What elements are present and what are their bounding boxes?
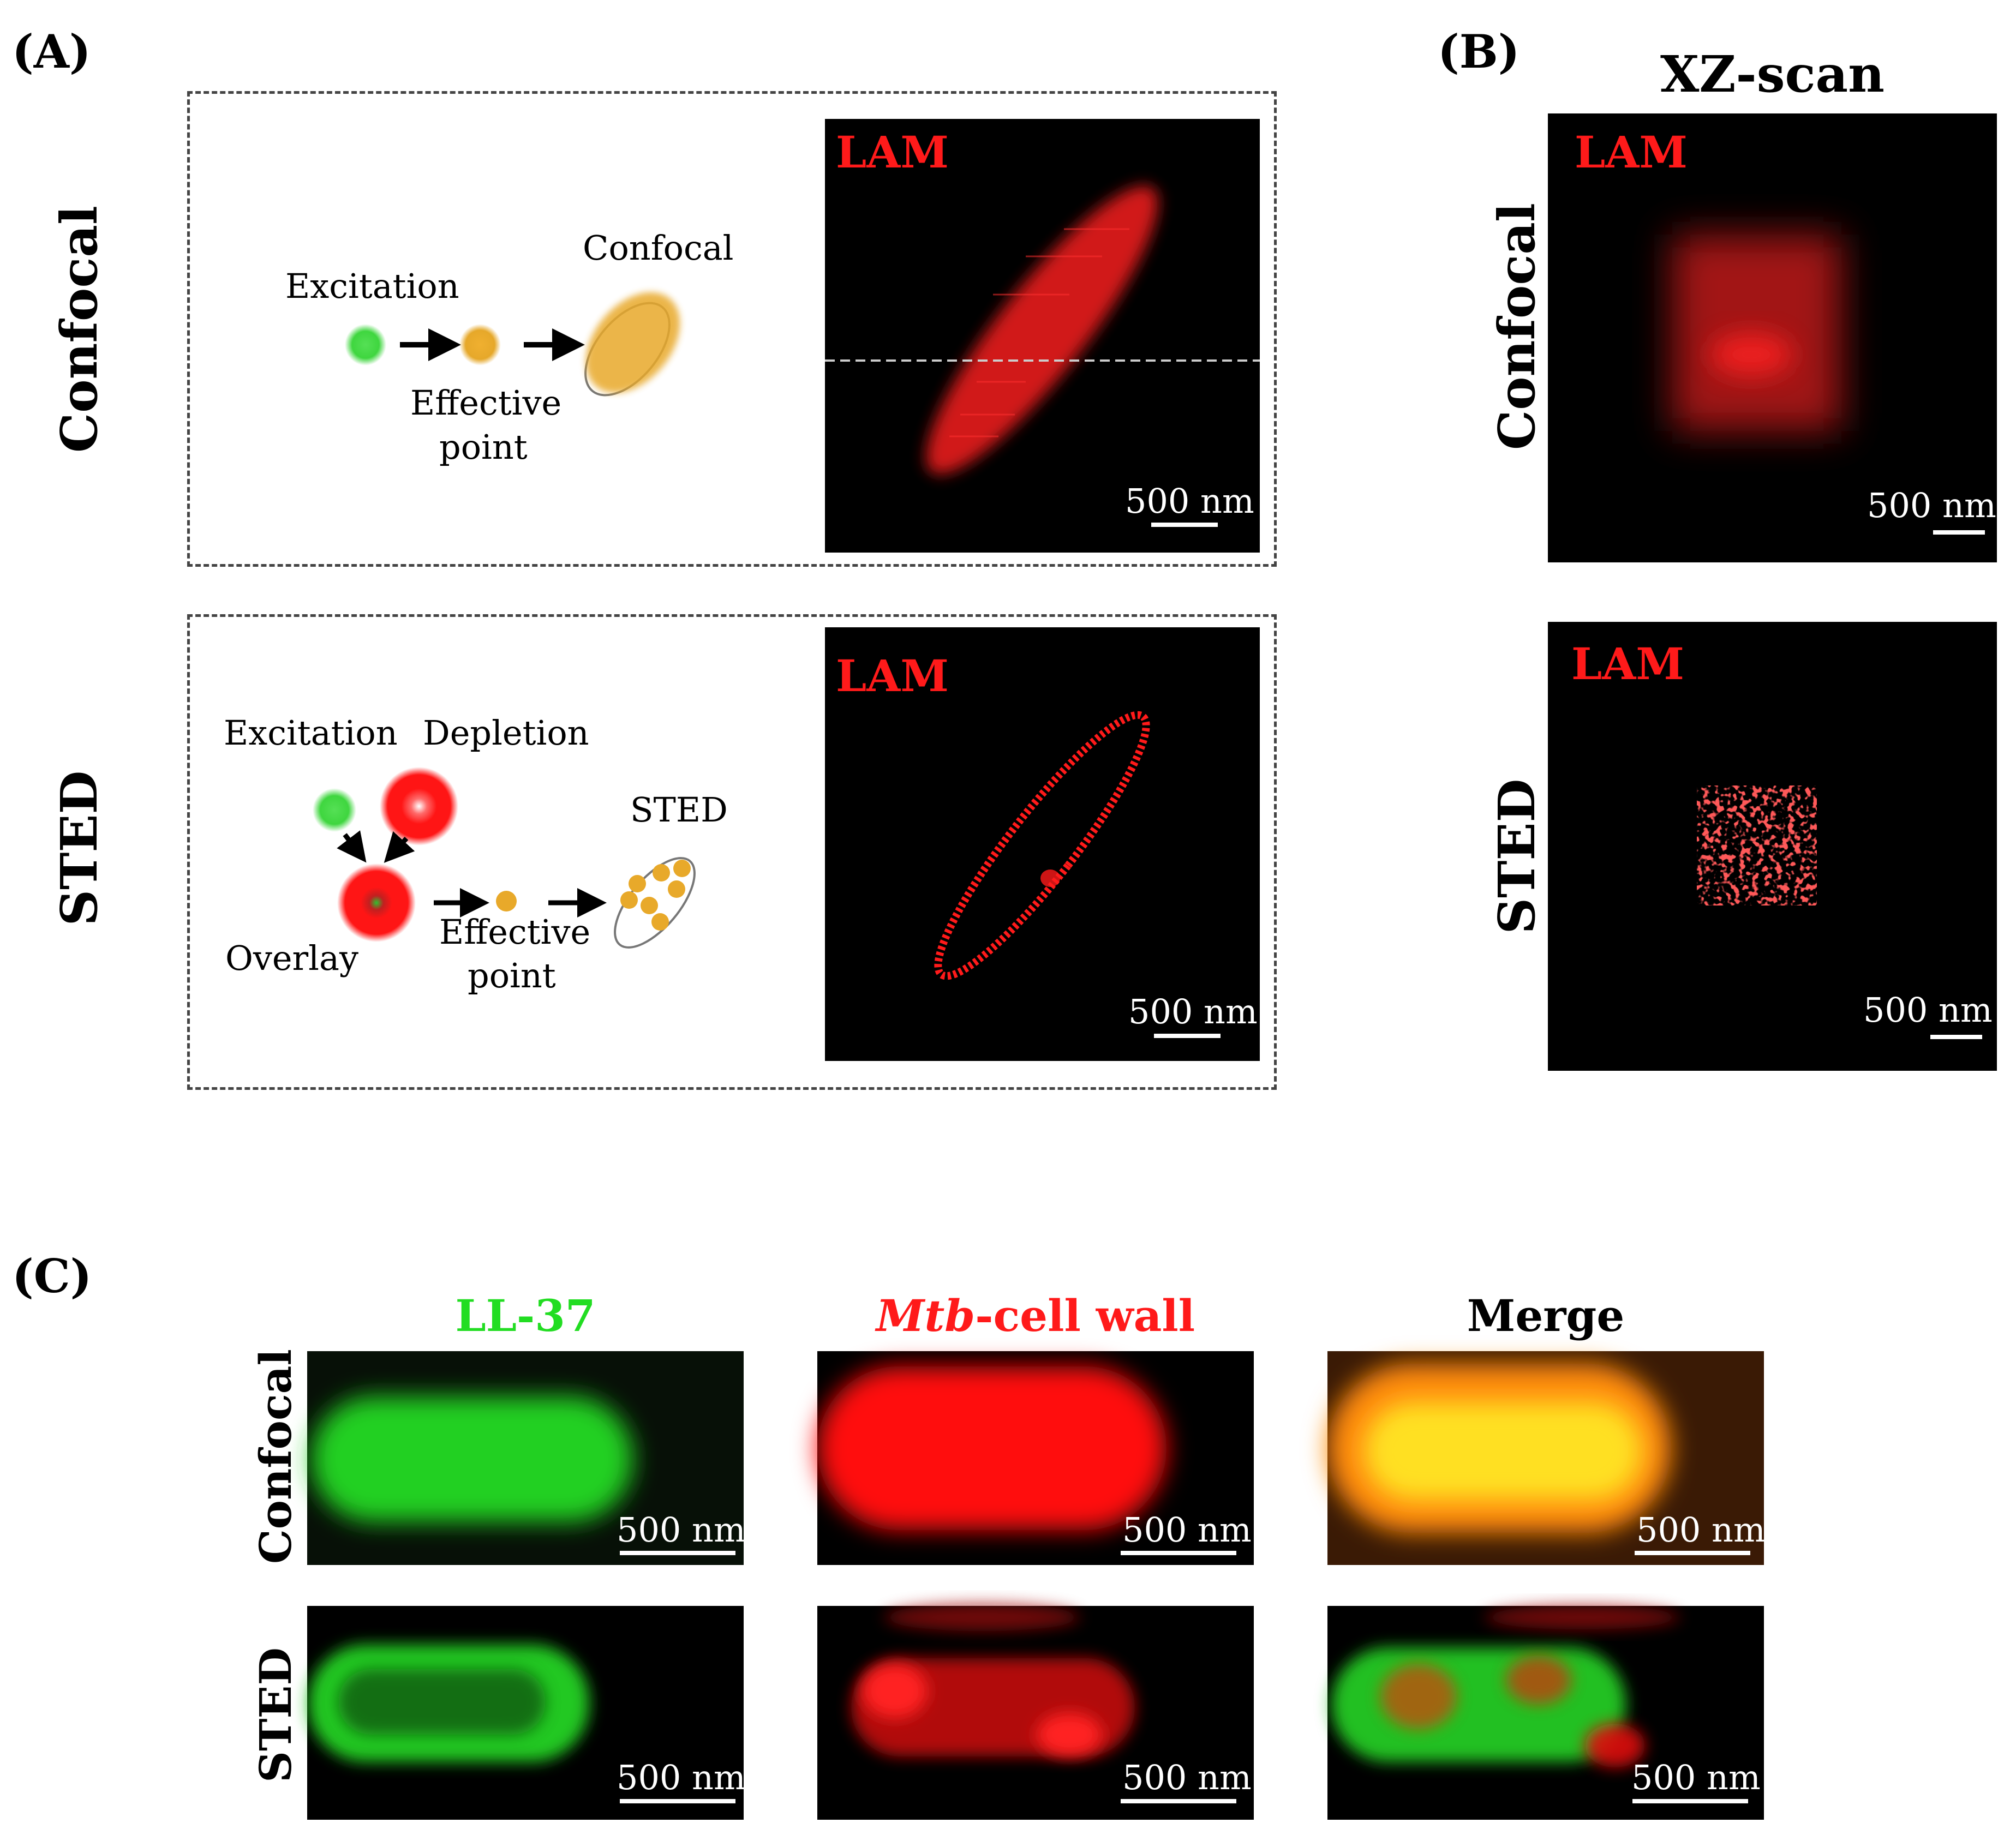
confocal-cell-icon bbox=[584, 292, 680, 397]
lam-label: LAM bbox=[836, 650, 949, 701]
c-sted-ll37 bbox=[307, 1606, 744, 1820]
a-confocal-box bbox=[187, 91, 1277, 567]
scale-bar bbox=[1151, 523, 1218, 527]
scale-bar bbox=[1121, 1799, 1236, 1803]
a-sted-box bbox=[187, 614, 1277, 1090]
scale-bar-label: 500 nm bbox=[1636, 1510, 1766, 1550]
scale-bar-label: 500 nm bbox=[1863, 990, 1993, 1030]
scale-bar bbox=[1933, 530, 1985, 535]
scale-bar-label: 500 nm bbox=[1122, 1758, 1252, 1797]
panel-label-b: (B) bbox=[1438, 25, 1520, 79]
a-confocal-micrograph bbox=[825, 119, 1260, 553]
lam-label: LAM bbox=[836, 127, 949, 178]
lam-label: LAM bbox=[1571, 638, 1684, 689]
mtb-rest: -cell wall bbox=[975, 1290, 1195, 1341]
excitation-spot-icon bbox=[313, 788, 356, 832]
sted-cell-icon bbox=[614, 857, 696, 949]
sted-effective-point-icon bbox=[496, 891, 517, 911]
b-title: XZ-scan bbox=[1660, 45, 1885, 104]
b-confocal-micrograph bbox=[1548, 113, 1997, 562]
c-row-label-confocal: Confocal bbox=[250, 1349, 301, 1564]
b-sted-micrograph bbox=[1548, 622, 1997, 1071]
scale-bar-label: 500 nm bbox=[1631, 1758, 1761, 1797]
scale-bar-label: 500 nm bbox=[1867, 485, 1996, 525]
mtb-italic: Mtb bbox=[876, 1290, 976, 1341]
sted-point-label: point bbox=[468, 956, 556, 996]
point-label: point bbox=[439, 427, 528, 467]
c-confocal-ll37 bbox=[307, 1351, 744, 1565]
scale-bar bbox=[620, 1551, 735, 1555]
confocal-result-label: Confocal bbox=[583, 228, 734, 268]
col-title-mtb: Mtb-cell wall bbox=[817, 1290, 1254, 1341]
scale-bar bbox=[1632, 1799, 1748, 1803]
panel-label-c: (C) bbox=[12, 1249, 92, 1303]
scale-bar-label: 500 nm bbox=[617, 1510, 746, 1550]
scale-bar bbox=[1154, 1034, 1221, 1038]
depletion-donut-icon bbox=[380, 767, 458, 845]
lam-label: LAM bbox=[1575, 127, 1688, 178]
c-sted-mtb bbox=[817, 1604, 1254, 1820]
overlay-label: Overlay bbox=[225, 938, 359, 978]
excitation-spot-icon bbox=[345, 324, 386, 365]
col-title-merge: Merge bbox=[1467, 1290, 1625, 1341]
scale-bar-label: 500 nm bbox=[1125, 481, 1254, 521]
scale-bar bbox=[1121, 1551, 1236, 1555]
arrow-icon bbox=[337, 830, 367, 863]
effective-point-icon bbox=[459, 324, 501, 365]
c-row-label-sted: STED bbox=[250, 1647, 301, 1783]
a-row-label-confocal: Confocal bbox=[50, 206, 109, 453]
sted-result-label: STED bbox=[630, 790, 728, 830]
scale-bar-label: 500 nm bbox=[1128, 992, 1258, 1032]
scale-bar-label: 500 nm bbox=[1122, 1510, 1252, 1550]
b-row-label-sted: STED bbox=[1487, 778, 1546, 934]
scale-bar bbox=[620, 1799, 735, 1803]
scale-bar bbox=[1930, 1035, 1982, 1039]
arrow-icon bbox=[384, 831, 415, 863]
a-sted-micrograph bbox=[825, 627, 1260, 1061]
overlay-spot-icon bbox=[337, 863, 416, 942]
scale-bar-label: 500 nm bbox=[617, 1758, 746, 1797]
c-confocal-mtb bbox=[817, 1351, 1254, 1565]
c-sted-merge bbox=[1327, 1605, 1764, 1820]
depletion-label: Depletion bbox=[423, 713, 589, 753]
sted-effective-label: Effective bbox=[439, 912, 591, 952]
col-title-ll37: LL-37 bbox=[455, 1290, 596, 1341]
excitation-label: Excitation bbox=[285, 266, 459, 306]
scale-bar bbox=[1635, 1551, 1750, 1555]
sted-excitation-label: Excitation bbox=[224, 713, 398, 753]
b-row-label-confocal: Confocal bbox=[1487, 203, 1546, 450]
panel-label-a: (A) bbox=[12, 25, 91, 79]
effective-label: Effective bbox=[410, 383, 562, 423]
c-confocal-merge bbox=[1327, 1351, 1764, 1565]
a-row-label-sted: STED bbox=[50, 770, 109, 926]
